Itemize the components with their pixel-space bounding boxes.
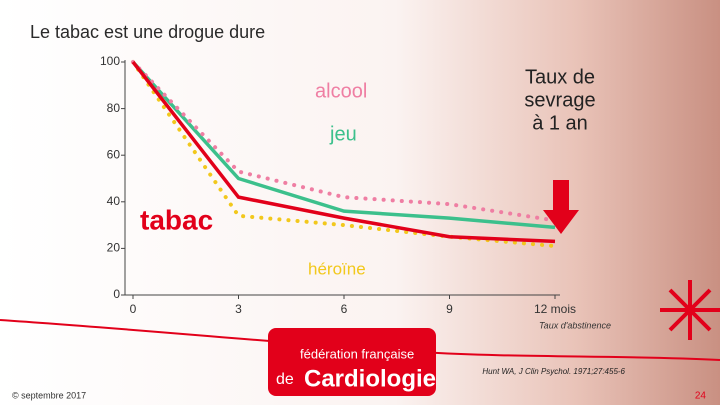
y-tick-label: 0 (113, 287, 120, 301)
source: Hunt WA, J Clin Psychol. 1971;27:455-6 (482, 367, 625, 376)
series-label: héroïne (308, 259, 366, 278)
x-tick-label: 9 (446, 302, 453, 316)
series-label: jeu (329, 123, 357, 145)
series-label: tabac (140, 204, 213, 235)
y-tick-label: 20 (107, 241, 121, 255)
x-tick-label: 0 (130, 302, 137, 316)
annotation-text: à 1 an (532, 112, 588, 134)
page-number: 24 (695, 391, 707, 402)
series-line (131, 60, 557, 223)
x-tick-label: 12 mois (534, 302, 576, 316)
logo-text: Cardiologie (304, 365, 436, 392)
x-tick-label: 6 (341, 302, 348, 316)
y-tick-label: 100 (100, 54, 120, 68)
x-axis-label: Taux d'abstinence (539, 320, 611, 330)
series-label: alcool (315, 80, 367, 102)
y-tick-label: 40 (107, 194, 121, 208)
star (660, 280, 720, 340)
y-tick-label: 60 (107, 147, 121, 161)
annotation-text: sevrage (524, 89, 595, 111)
series-line (131, 60, 556, 244)
logo-box (268, 328, 436, 396)
slide-title: Le tabac est une drogue dure (30, 22, 265, 42)
annotation-text: Taux de (525, 66, 595, 88)
logo-text: fédération française (300, 346, 414, 361)
series-line (131, 60, 556, 230)
x-tick-label: 3 (235, 302, 242, 316)
y-tick-label: 80 (107, 101, 121, 115)
logo-text: de (276, 371, 294, 388)
series-line (131, 60, 557, 249)
date: © septembre 2017 (12, 390, 86, 400)
arrow (543, 180, 579, 234)
